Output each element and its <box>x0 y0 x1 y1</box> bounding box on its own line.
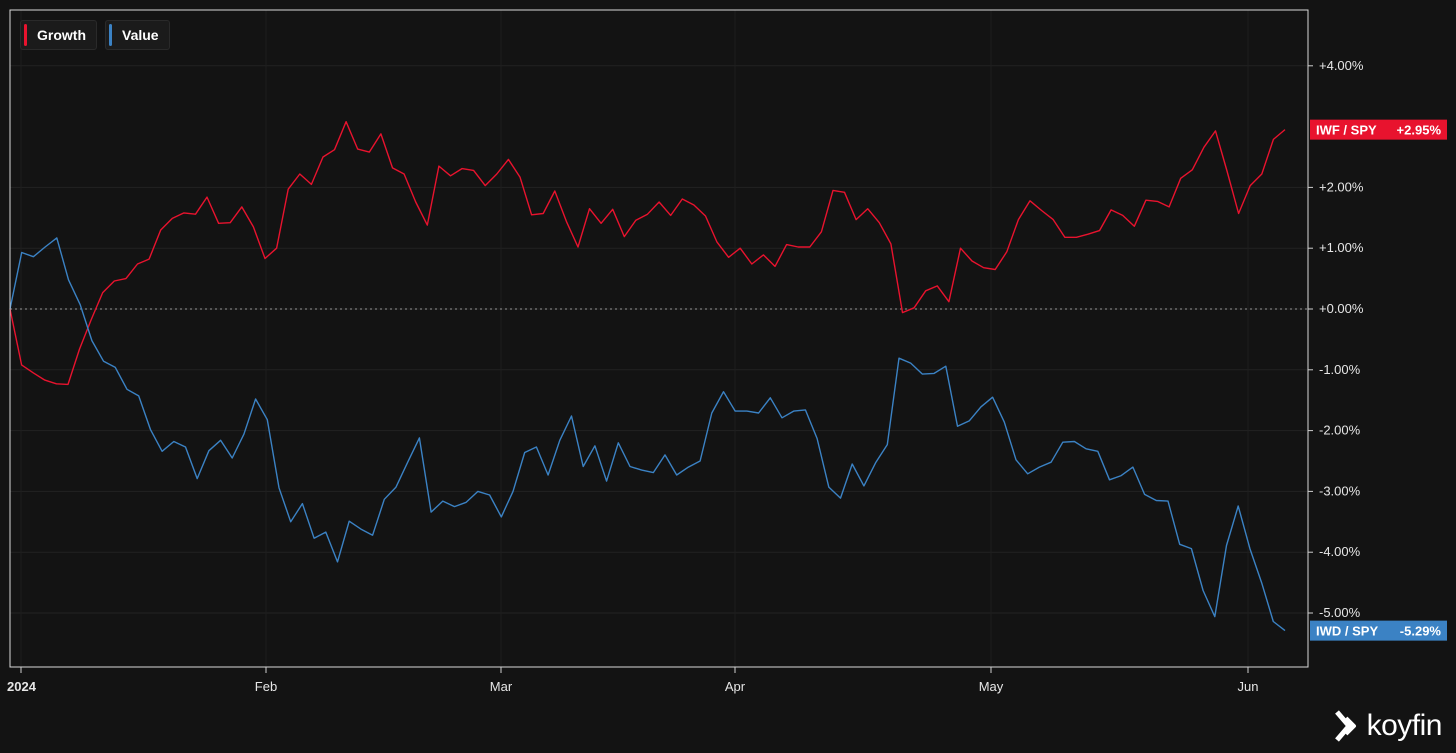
end-label-value: IWD / SPY -5.29% <box>1310 620 1447 641</box>
x-tick-label: Mar <box>490 679 513 694</box>
plot-frame <box>9 9 1309 668</box>
x-axis: 2024 Feb Mar Apr May Jun <box>7 667 1258 694</box>
end-label-ticker: IWD / SPY <box>1316 624 1378 639</box>
end-label-value: +2.95% <box>1397 123 1442 138</box>
chart-lines <box>9 120 1286 632</box>
end-label-growth: IWF / SPY +2.95% <box>1310 119 1447 140</box>
end-label-value: -5.29% <box>1400 624 1442 639</box>
series-line-growth <box>9 120 1286 386</box>
koyfin-logo-icon <box>1334 710 1356 742</box>
x-tick-label: Feb <box>255 679 277 694</box>
legend-label-growth: Growth <box>37 27 86 43</box>
series-line-value <box>9 237 1286 632</box>
legend-swatch-value <box>109 24 112 46</box>
chart-grid <box>10 10 1308 667</box>
y-tick-label: -1.00% <box>1319 362 1361 377</box>
legend-swatch-growth <box>24 24 27 46</box>
y-tick-label: -5.00% <box>1319 605 1361 620</box>
legend-label-value: Value <box>122 27 159 43</box>
x-tick-label: May <box>979 679 1004 694</box>
y-tick-label: -3.00% <box>1319 483 1361 498</box>
x-tick-label: Jun <box>1238 679 1259 694</box>
y-tick-label: +1.00% <box>1319 240 1364 255</box>
x-tick-label: Apr <box>725 679 746 694</box>
x-tick-label: 2024 <box>7 679 37 694</box>
end-value-labels: IWF / SPY +2.95% IWD / SPY -5.29% <box>1310 119 1447 641</box>
legend-item-growth[interactable]: Growth <box>20 20 97 50</box>
y-tick-label: +0.00% <box>1319 301 1364 316</box>
y-axis: +4.00% +2.00% +1.00% +0.00% -1.00% -2.00% -3.0… <box>1308 58 1364 620</box>
y-tick-label: -2.00% <box>1319 423 1361 438</box>
end-label-ticker: IWF / SPY <box>1316 123 1377 138</box>
y-tick-label: -4.00% <box>1319 544 1361 559</box>
legend-item-value[interactable]: Value <box>105 20 170 50</box>
end-label-bg <box>1310 620 1447 641</box>
brand-name: koyfin <box>1366 709 1443 742</box>
y-tick-label: +2.00% <box>1319 179 1364 194</box>
y-tick-label: +4.00% <box>1319 58 1364 73</box>
end-label-bg <box>1310 119 1447 140</box>
brand-logo: koyfin <box>1329 709 1443 743</box>
legend: Growth Value <box>20 20 170 50</box>
